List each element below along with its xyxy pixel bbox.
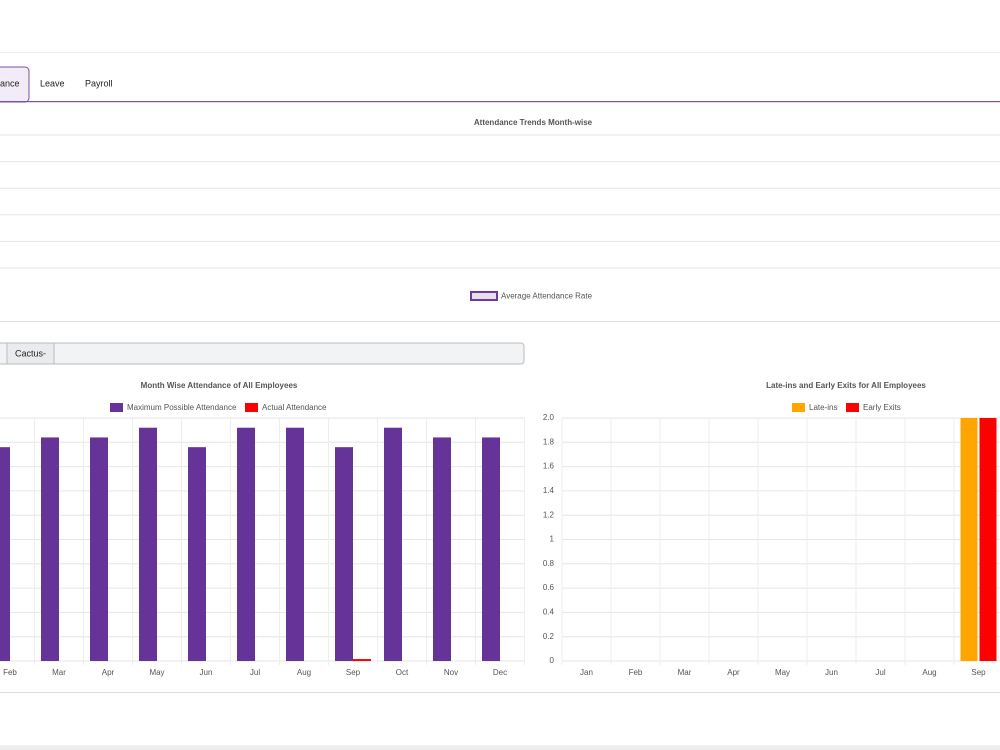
tab-payroll[interactable]: Payroll bbox=[85, 78, 113, 88]
x-tick-label: Mar bbox=[678, 668, 692, 677]
y-tick-label: 1.6 bbox=[543, 462, 555, 471]
legend-label: Maximum Possible Attendance bbox=[127, 403, 237, 412]
bar bbox=[353, 659, 371, 661]
filter-box[interactable] bbox=[0, 342, 525, 365]
x-tick-label: Dec bbox=[493, 668, 507, 677]
bar bbox=[41, 437, 59, 661]
chart-title: Late-ins and Early Exits for All Employe… bbox=[766, 381, 926, 390]
x-tick-label: Jul bbox=[250, 668, 260, 677]
x-tick-label: Apr bbox=[102, 668, 115, 677]
x-tick-label: Aug bbox=[922, 668, 936, 677]
legend-label: Late-ins bbox=[809, 403, 837, 412]
footer-bar bbox=[0, 745, 1000, 750]
x-tick-label: Feb bbox=[629, 668, 643, 677]
chart-title: Month Wise Attendance of All Employees bbox=[141, 381, 298, 390]
tab-leave[interactable]: Leave bbox=[40, 78, 65, 88]
y-tick-label: 0.6 bbox=[543, 583, 555, 592]
x-tick-label: May bbox=[775, 668, 790, 677]
legend-swatch bbox=[470, 291, 498, 301]
y-tick-label: 0 bbox=[550, 656, 555, 665]
section-border bbox=[0, 692, 1000, 693]
x-tick-label: Oct bbox=[396, 668, 409, 677]
legend-swatch bbox=[792, 403, 805, 412]
bar bbox=[286, 427, 304, 661]
x-tick-label: Jun bbox=[200, 668, 213, 677]
section-border bbox=[0, 321, 1000, 322]
bar bbox=[384, 427, 402, 661]
x-tick-label: Mar bbox=[52, 668, 66, 677]
x-tick-label: Jul bbox=[875, 668, 885, 677]
x-tick-label: Apr bbox=[727, 668, 740, 677]
x-tick-label: Feb bbox=[3, 668, 17, 677]
legend-label: Early Exits bbox=[863, 403, 901, 412]
bar bbox=[482, 437, 500, 661]
x-tick-label: Sep bbox=[346, 668, 361, 677]
x-tick-label: Jun bbox=[825, 668, 838, 677]
y-tick-label: 0.2 bbox=[543, 632, 555, 641]
bar bbox=[0, 447, 10, 661]
bar bbox=[960, 418, 978, 661]
bar bbox=[979, 418, 997, 661]
y-tick-label: 2.0 bbox=[543, 413, 555, 422]
y-tick-label: 1.8 bbox=[543, 437, 555, 446]
bar bbox=[237, 427, 255, 661]
legend-label: Actual Attendance bbox=[262, 403, 327, 412]
x-tick-label: Aug bbox=[297, 668, 311, 677]
filter-label: Cactus- bbox=[15, 348, 46, 358]
x-tick-label: Sep bbox=[971, 668, 986, 677]
tab-attendance[interactable]: ance bbox=[0, 78, 20, 88]
legend-swatch bbox=[846, 403, 859, 412]
y-tick-label: 0.4 bbox=[543, 608, 555, 617]
bar bbox=[433, 437, 451, 661]
bar bbox=[139, 427, 157, 661]
x-tick-label: May bbox=[149, 668, 164, 677]
x-tick-label: Nov bbox=[444, 668, 458, 677]
chart-title: Attendance Trends Month-wise bbox=[474, 118, 593, 127]
y-tick-label: 1.2 bbox=[543, 510, 555, 519]
legend-swatch bbox=[245, 403, 258, 412]
bar bbox=[335, 447, 353, 661]
y-tick-label: 1 bbox=[550, 535, 555, 544]
bar bbox=[188, 447, 206, 661]
legend-swatch bbox=[110, 403, 123, 412]
legend-label: Average Attendance Rate bbox=[501, 292, 593, 301]
bar bbox=[90, 437, 108, 661]
tab-underline bbox=[0, 101, 1000, 103]
header-border bbox=[0, 52, 1000, 53]
filter-label-box bbox=[6, 342, 55, 365]
y-tick-label: 1.4 bbox=[543, 486, 555, 495]
x-tick-label: Jan bbox=[580, 668, 593, 677]
y-tick-label: 0.8 bbox=[543, 559, 555, 568]
